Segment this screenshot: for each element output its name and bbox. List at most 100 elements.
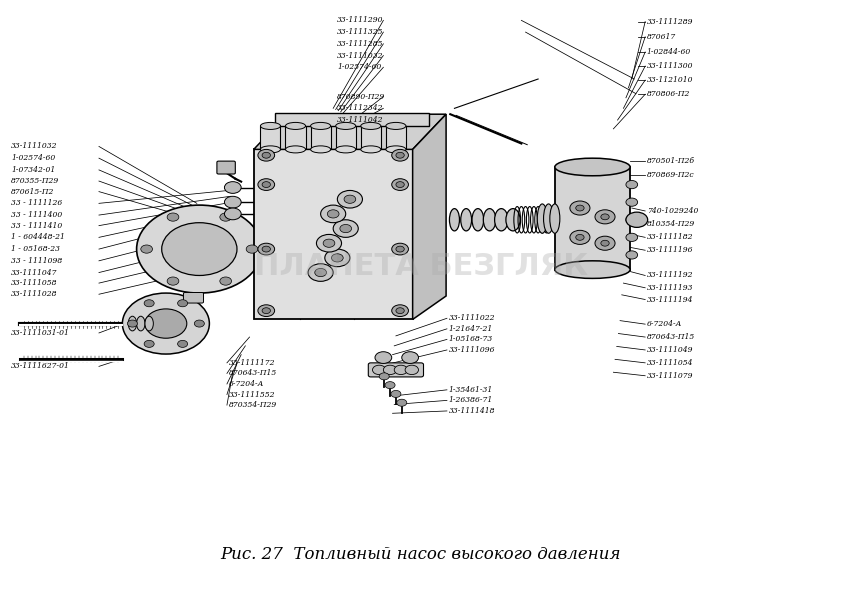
Text: 870806-П2: 870806-П2 <box>647 90 690 98</box>
FancyBboxPatch shape <box>217 161 235 174</box>
Text: 740-1029240: 740-1029240 <box>647 207 698 215</box>
FancyBboxPatch shape <box>368 363 424 377</box>
Circle shape <box>144 340 154 348</box>
Polygon shape <box>413 114 446 320</box>
Text: 33-1111042: 33-1111042 <box>338 116 384 124</box>
Ellipse shape <box>537 204 547 233</box>
Circle shape <box>178 340 188 348</box>
Text: 870643-П15: 870643-П15 <box>647 333 695 341</box>
Text: 810354-П29: 810354-П29 <box>647 220 695 228</box>
Circle shape <box>315 268 327 276</box>
Circle shape <box>122 293 210 354</box>
Circle shape <box>392 149 408 161</box>
Circle shape <box>570 230 590 244</box>
Circle shape <box>375 352 392 363</box>
Ellipse shape <box>555 158 630 176</box>
Circle shape <box>220 277 232 285</box>
Circle shape <box>396 308 404 314</box>
Circle shape <box>145 309 187 338</box>
Circle shape <box>385 382 395 389</box>
Text: 33-1111193: 33-1111193 <box>647 284 693 292</box>
Text: 33 - 1111098: 33 - 1111098 <box>11 257 62 265</box>
Circle shape <box>402 352 418 363</box>
Circle shape <box>394 365 408 375</box>
Text: Рис. 27  Топливный насос высокого давления: Рис. 27 Топливный насос высокого давлени… <box>221 546 621 562</box>
Polygon shape <box>253 149 413 320</box>
Circle shape <box>220 213 232 221</box>
Text: 870354-П29: 870354-П29 <box>229 401 277 409</box>
Text: ПЛАНЕТА БЕЗГЛЯК: ПЛАНЕТА БЕЗГЛЯК <box>254 252 588 281</box>
Circle shape <box>308 264 333 281</box>
Text: 870501-П2б: 870501-П2б <box>647 157 695 165</box>
Circle shape <box>626 212 647 227</box>
FancyBboxPatch shape <box>260 126 280 149</box>
Text: 33-1111182: 33-1111182 <box>647 233 693 242</box>
Circle shape <box>323 239 335 247</box>
Text: 870869-П2с: 870869-П2с <box>647 171 695 179</box>
Circle shape <box>340 224 352 233</box>
Text: 33-1121010: 33-1121010 <box>647 76 693 84</box>
Text: 6-7204-А: 6-7204-А <box>647 320 682 328</box>
Circle shape <box>396 182 404 188</box>
Text: 33-1111627-01: 33-1111627-01 <box>11 362 70 371</box>
FancyBboxPatch shape <box>285 126 306 149</box>
Text: 33-1111049: 33-1111049 <box>647 346 693 354</box>
Circle shape <box>262 308 270 314</box>
Circle shape <box>626 251 637 259</box>
Text: 33-1111418: 33-1111418 <box>449 407 495 415</box>
Circle shape <box>626 215 637 224</box>
Text: 33-1111054: 33-1111054 <box>647 359 693 367</box>
Circle shape <box>246 245 258 253</box>
Text: 33-1111325: 33-1111325 <box>338 28 384 36</box>
Polygon shape <box>253 114 446 149</box>
Text: 33-1112342: 33-1112342 <box>338 104 384 112</box>
Circle shape <box>392 305 408 317</box>
Text: 870890-П29: 870890-П29 <box>338 92 386 101</box>
Text: 33-1111022: 33-1111022 <box>449 314 495 322</box>
FancyBboxPatch shape <box>555 167 630 269</box>
Ellipse shape <box>494 208 508 231</box>
Text: 1-02574-60: 1-02574-60 <box>338 63 381 71</box>
Text: 33-1111194: 33-1111194 <box>647 295 693 304</box>
Ellipse shape <box>311 123 331 130</box>
Ellipse shape <box>285 123 306 130</box>
Circle shape <box>168 277 179 285</box>
Ellipse shape <box>555 261 630 278</box>
Text: 1-07342-01: 1-07342-01 <box>11 166 56 174</box>
Circle shape <box>127 320 137 327</box>
Text: 33-1111032: 33-1111032 <box>338 52 384 60</box>
Ellipse shape <box>128 316 136 331</box>
Text: 1 - 05168-23: 1 - 05168-23 <box>11 245 60 253</box>
Ellipse shape <box>360 146 381 153</box>
Text: 33-1111285: 33-1111285 <box>338 40 384 48</box>
Text: 1-26386-71: 1-26386-71 <box>449 397 493 404</box>
Circle shape <box>391 390 401 397</box>
Text: 1-21647-21: 1-21647-21 <box>449 325 493 333</box>
Circle shape <box>178 300 188 307</box>
Text: 33-1111300: 33-1111300 <box>647 62 693 70</box>
Text: 870643-П15: 870643-П15 <box>229 369 277 378</box>
Circle shape <box>397 399 407 406</box>
Circle shape <box>195 320 205 327</box>
Ellipse shape <box>136 316 145 331</box>
Text: 33-1111192: 33-1111192 <box>647 272 693 279</box>
FancyBboxPatch shape <box>336 126 356 149</box>
FancyBboxPatch shape <box>274 113 429 126</box>
Ellipse shape <box>472 208 484 231</box>
Ellipse shape <box>450 208 460 231</box>
Ellipse shape <box>311 146 331 153</box>
Ellipse shape <box>145 316 153 331</box>
Circle shape <box>262 182 270 188</box>
Circle shape <box>258 179 274 191</box>
Ellipse shape <box>544 204 553 233</box>
Text: 33-1111058: 33-1111058 <box>11 279 57 287</box>
Circle shape <box>258 149 274 161</box>
Ellipse shape <box>285 146 306 153</box>
Ellipse shape <box>336 123 356 130</box>
Circle shape <box>144 300 154 307</box>
Circle shape <box>136 205 262 293</box>
Ellipse shape <box>506 208 520 231</box>
Circle shape <box>601 240 610 246</box>
Circle shape <box>262 246 270 252</box>
Text: 33-1111079: 33-1111079 <box>647 372 693 379</box>
